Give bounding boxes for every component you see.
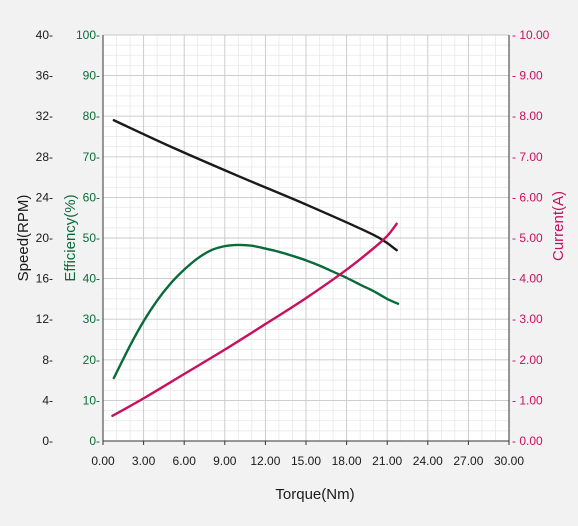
efficiency-tick-label: 60- — [83, 190, 100, 204]
x-tick-label: 9.00 — [213, 454, 237, 468]
x-tick-label: 21.00 — [372, 454, 402, 468]
current-tick-label: - 3.00 — [512, 312, 543, 326]
speed-tick-label: 36- — [36, 69, 53, 83]
speed-tick-label: 12- — [36, 312, 53, 326]
speed-tick-label: 0- — [42, 434, 53, 448]
speed-curve — [112, 119, 398, 252]
data-series — [111, 119, 400, 418]
efficiency-tick-label: 10- — [83, 393, 100, 407]
efficiency-tick-label: 80- — [83, 109, 100, 123]
efficiency-tick-label: 50- — [83, 231, 100, 245]
current-tick-label: - 5.00 — [512, 231, 543, 245]
efficiency-tick-label: 20- — [83, 353, 100, 367]
current-axis-title: Current(A) — [550, 191, 567, 261]
speed-axis-title: Speed(RPM) — [15, 195, 32, 282]
current-tick-label: - 10.00 — [512, 28, 550, 42]
speed-tick-label: 24- — [36, 190, 53, 204]
current-tick-label: - 6.00 — [512, 190, 543, 204]
current-tick-label: - 0.00 — [512, 434, 543, 448]
x-axis-title: Torque(Nm) — [275, 486, 354, 503]
efficiency-axis-title: Efficiency(%) — [62, 194, 79, 281]
efficiency-tick-label: 90- — [83, 69, 100, 83]
current-tick-label: - 4.00 — [512, 272, 543, 286]
speed-tick-label: 32- — [36, 109, 53, 123]
speed-tick-label: 20- — [36, 231, 53, 245]
x-tick-label: 3.00 — [132, 454, 156, 468]
x-tick-label: 30.00 — [494, 454, 524, 468]
speed-tick-label: 28- — [36, 150, 53, 164]
x-tick-label: 15.00 — [291, 454, 321, 468]
current-tick-label: - 1.00 — [512, 393, 543, 407]
current-tick-label: - 9.00 — [512, 69, 543, 83]
efficiency-tick-label: 70- — [83, 150, 100, 164]
x-tick-label: 6.00 — [173, 454, 197, 468]
efficiency-tick-label: 40- — [83, 272, 100, 286]
x-tick-label: 27.00 — [453, 454, 483, 468]
speed-tick-label: 16- — [36, 272, 53, 286]
x-tick-label: 12.00 — [250, 454, 280, 468]
current-tick-label: - 8.00 — [512, 109, 543, 123]
current-tick-label: - 2.00 — [512, 353, 543, 367]
speed-tick-label: 4- — [42, 393, 53, 407]
current-curve — [111, 222, 398, 418]
x-tick-label: 18.00 — [332, 454, 362, 468]
efficiency-tick-label: 0- — [89, 434, 100, 448]
tick-labels: 0.00 3.00 6.00 9.00 12.00 15.00 18.00 21.00 24.0… — [36, 28, 550, 468]
x-tick-label: 24.00 — [413, 454, 443, 468]
efficiency-curve — [112, 243, 400, 380]
current-tick-label: - 7.00 — [512, 150, 543, 164]
efficiency-tick-label: 30- — [83, 312, 100, 326]
x-tick-label: 0.00 — [91, 454, 115, 468]
speed-tick-label: 8- — [42, 353, 53, 367]
speed-tick-label: 40- — [36, 28, 53, 42]
efficiency-tick-label: 100- — [76, 28, 100, 42]
